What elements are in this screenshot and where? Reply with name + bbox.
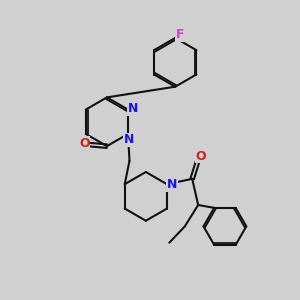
- Text: O: O: [79, 137, 90, 150]
- Text: F: F: [176, 28, 184, 41]
- Text: N: N: [128, 103, 138, 116]
- Text: O: O: [195, 150, 206, 163]
- Text: N: N: [123, 134, 134, 146]
- Text: N: N: [167, 178, 178, 191]
